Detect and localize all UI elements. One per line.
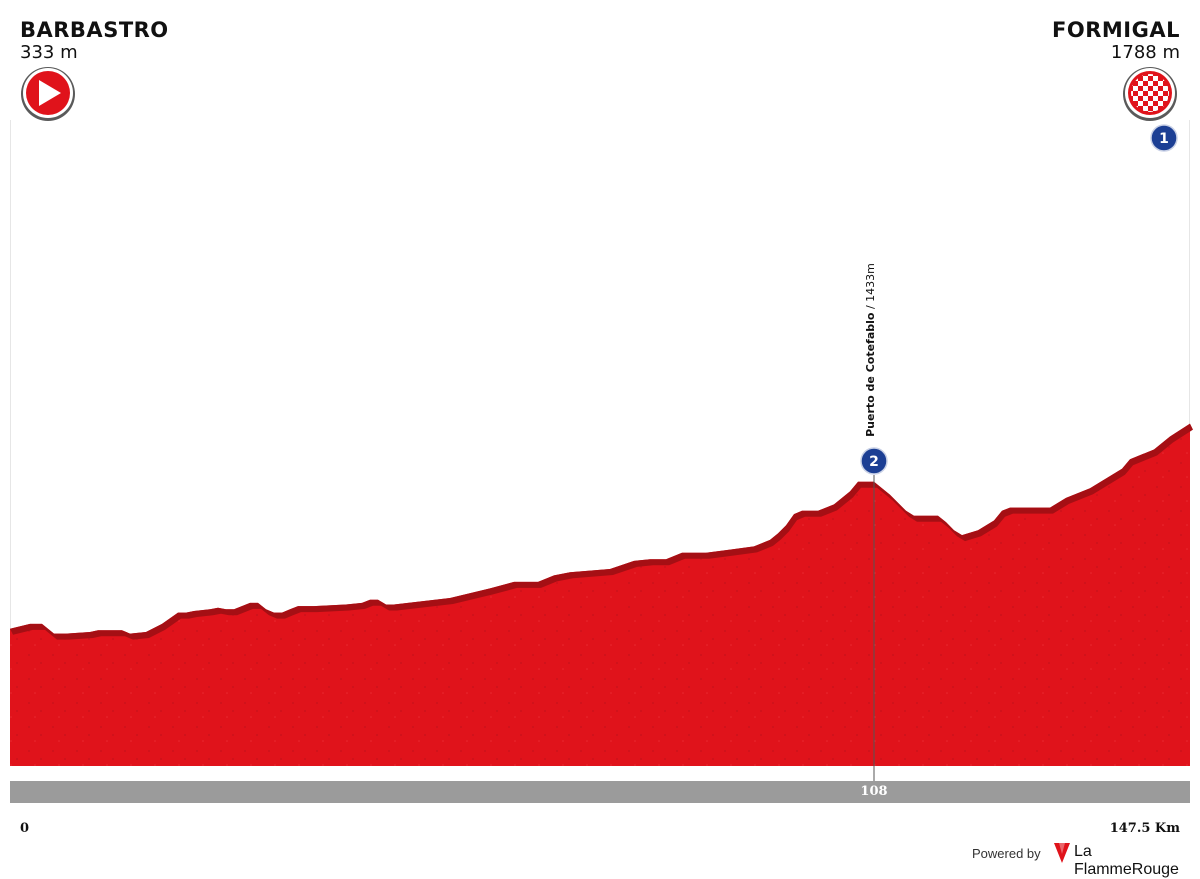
finish-city: FORMIGAL [1052,18,1180,42]
finish-altitude: 1788 m [1110,42,1180,63]
powered-by-text: Powered by [972,846,1041,861]
climb-altitude: 1433m [864,263,877,302]
start-arrow-icon [21,67,75,121]
elevation-area [10,423,1190,766]
climb-km-label: 108 [860,784,888,799]
start-city: BARBASTRO [20,18,169,42]
category-badge-icon: 1 [1150,124,1178,152]
km-bar [10,781,1190,803]
flamme-rouge-logo-icon [1054,843,1070,863]
brand-name: La FlammeRouge [1074,843,1179,878]
start-altitude: 333 m [20,42,78,63]
climb-label: Puerto de Cotefablo / 1433m [864,260,884,440]
climb-category-label: 2 [869,454,879,470]
climb-name: Puerto de Cotefablo [864,312,877,437]
checkered-flag-icon [1123,67,1177,121]
climb-category-badge-icon: 2 [860,447,888,475]
km-end-label: 147.5 Km [1109,821,1180,836]
climb-separator: / [864,301,877,313]
finish-category-label: 1 [1159,131,1169,147]
km-start-label: 0 [20,821,30,836]
